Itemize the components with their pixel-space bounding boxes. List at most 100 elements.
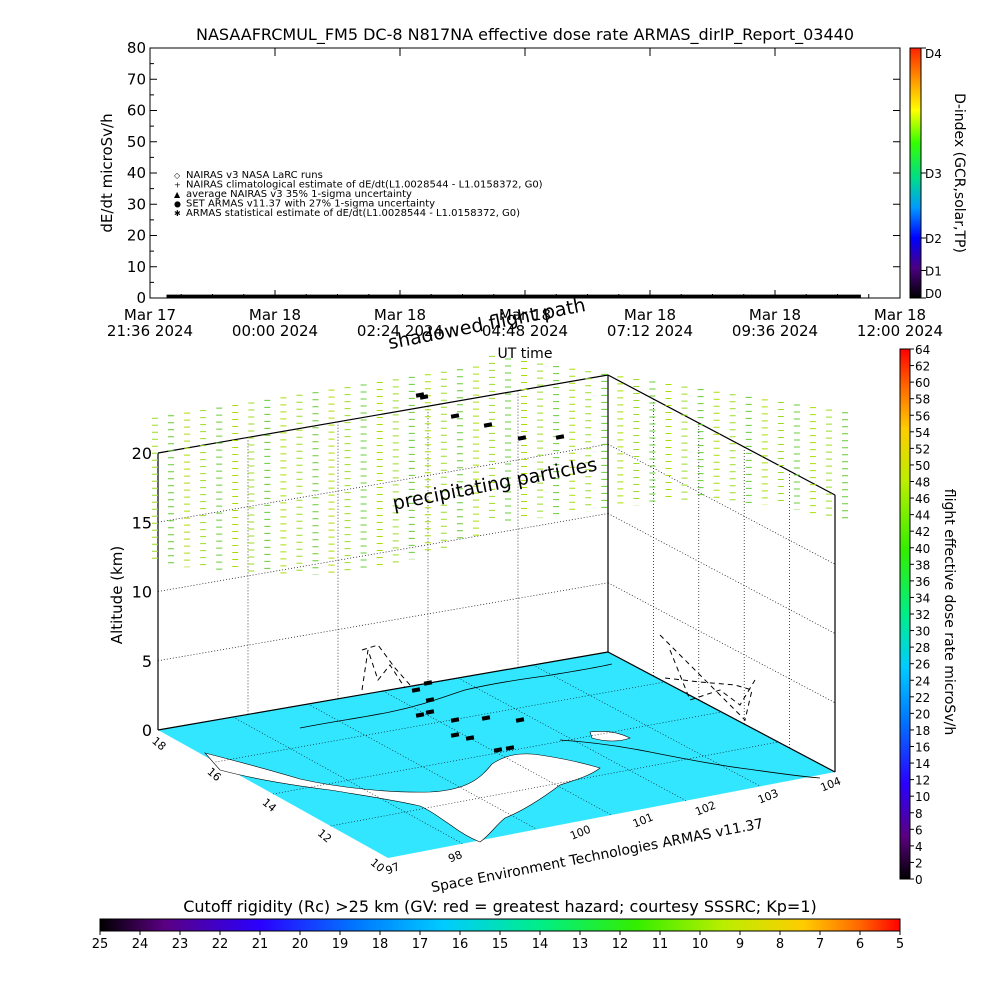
dose-rate-colorbar-ticks: 0246810121416182022242628303234363840424…: [910, 343, 930, 887]
grid-line-right-wall: [607, 582, 836, 704]
y-tick-label: 60: [127, 102, 146, 120]
d-index-axis-label: D-index (GCR,solar,TP): [951, 93, 967, 253]
y-tick-label: 40: [127, 164, 146, 182]
rc-tick-label: 16: [452, 937, 469, 952]
altitude-axis-label: Altitude (km): [108, 546, 126, 644]
x-tick-label-date: Mar 18: [749, 306, 801, 324]
y-tick-label: 30: [127, 195, 146, 213]
d-index-tick-label: D3: [925, 167, 942, 181]
x-tick-label-date: Mar 18: [624, 306, 676, 324]
flight-path-mark: [425, 697, 435, 703]
dose-rate-colorbar: [899, 348, 911, 880]
rc-tick-label: 12: [612, 937, 629, 952]
d-index-tick-label: D0: [925, 287, 942, 301]
longitude-tick-label: 103: [756, 787, 780, 807]
y-tick-label: 70: [127, 70, 146, 88]
longitude-tick-label: 97: [384, 860, 402, 877]
latitude-tick-label: 18: [149, 734, 168, 753]
rc-tick-label: 24: [132, 937, 149, 952]
dose-rate-tick-label: 28: [915, 641, 930, 655]
x-tick-label-time: 04:48 2024: [482, 322, 568, 340]
x-axis-label: UT time: [498, 346, 553, 362]
grid-line-left-wall: [157, 582, 609, 662]
rc-tick-label: 10: [692, 937, 709, 952]
flight-path-mark: [419, 394, 429, 400]
x-tick-label-time: 07:12 2024: [607, 322, 693, 340]
flight-path-mark: [483, 422, 493, 428]
dose-rate-tick-label: 32: [915, 608, 930, 622]
altitude-tick-label: 10: [132, 583, 152, 602]
altitude-tick-label: 5: [142, 652, 152, 671]
dose-rate-tick-label: 20: [915, 707, 930, 721]
dose-rate-tick-label: 40: [915, 542, 930, 556]
flight-path-mark: [415, 712, 425, 718]
land-patch-east: [589, 730, 631, 742]
legend-symbol: ◇: [174, 171, 181, 180]
dose-rate-tick-label: 8: [915, 807, 923, 821]
altitude-grid: [157, 374, 836, 844]
dose-rate-tick-label: 42: [915, 525, 930, 539]
dose-rate-tick-label: 6: [915, 823, 923, 837]
x-tick-label-date: Mar 18: [374, 306, 426, 324]
dose-rate-tick-label: 46: [915, 492, 930, 506]
dose-rate-time-panel: NASAAFRCMUL_FM5 DC-8 N817NA effective do…: [98, 25, 967, 362]
flight-path-mark: [450, 413, 460, 419]
rc-tick-label: 21: [252, 937, 269, 952]
grid-line-right-wall: [607, 513, 836, 634]
longitude-tick-label: 102: [693, 799, 717, 819]
dose-rate-tick-label: 30: [915, 625, 930, 639]
flight-path-mark: [465, 735, 475, 741]
rc-tick-label: 19: [332, 937, 349, 952]
dose-rate-tick-label: 44: [915, 509, 930, 523]
y-tick-label: 50: [127, 133, 146, 151]
dose-rate-tick-label: 0: [915, 873, 923, 887]
dose-rate-colorbar-label: flight effective dose rate microSv/h: [941, 489, 957, 735]
y-tick-label: 0: [136, 289, 146, 307]
x-tick-label-time: 09:36 2024: [732, 322, 818, 340]
flight-path-mark: [423, 680, 433, 686]
latitude-tick-label: 10: [368, 856, 387, 875]
longitude-tick-label: 98: [446, 848, 464, 865]
dose-rate-tick-label: 48: [915, 476, 930, 490]
dose-rate-tick-label: 34: [915, 591, 930, 605]
x-tick-label-time: 12:00 2024: [857, 322, 943, 340]
flight-path-mark: [411, 687, 421, 693]
flight-path-mark: [481, 715, 491, 721]
legend: ◇ NAIRAS v3 NASA LaRC runs + NAIRAS climato…: [174, 170, 543, 219]
rc-tick-label: 17: [412, 937, 429, 952]
legend-entry: ARMAS statistical estimate of dE/dt(L1.0…: [186, 208, 520, 219]
coastline-north: [299, 663, 613, 729]
d-index-colorbar: [909, 47, 922, 299]
legend-symbol: +: [174, 181, 181, 190]
rc-tick-label: 5: [896, 937, 904, 952]
box-frame: [157, 374, 836, 773]
dose-rate-tick-label: 58: [915, 393, 930, 407]
y-axis-label: dE/dt microSv/h: [98, 113, 116, 232]
dose-rate-dashes: [152, 355, 848, 576]
x-tick-label-date: Mar 17: [124, 306, 176, 324]
x-tick-label-time: 21:36 2024: [107, 322, 193, 340]
d-index-tick-label: D1: [925, 265, 942, 279]
legend-entry: SET ARMAS v11.37 with 27% 1-sigma uncert…: [186, 199, 435, 210]
altitude-tick-label: 0: [142, 721, 152, 740]
dose-rate-tick-label: 22: [915, 691, 930, 705]
legend-symbol: ✱: [174, 209, 181, 218]
longitude-tick-label: 100: [568, 823, 592, 843]
grid-floor-line: [215, 681, 665, 763]
coastline-east: [559, 739, 821, 779]
cutoff-rigidity-colorbar-panel: Cutoff rigidity (Rc) >25 km (GV: red = g…: [92, 897, 904, 952]
x-tick-label-date: Mar 18: [499, 306, 551, 324]
dose-rate-tick-label: 24: [915, 674, 930, 688]
flight-path-mark: [425, 709, 435, 715]
x-tick-label-date: Mar 18: [874, 306, 926, 324]
dose-rate-tick-label: 56: [915, 409, 930, 423]
chart-title: NASAAFRCMUL_FM5 DC-8 N817NA effective do…: [196, 25, 854, 45]
rc-tick-label: 13: [572, 937, 589, 952]
rc-tick-label: 20: [292, 937, 309, 952]
dose-rate-tick-label: 16: [915, 741, 930, 755]
grid-floor-line: [532, 664, 761, 787]
flight-path-dashed: [361, 634, 756, 721]
rc-tick-label: 22: [212, 937, 229, 952]
flight-path-mark: [505, 745, 515, 751]
